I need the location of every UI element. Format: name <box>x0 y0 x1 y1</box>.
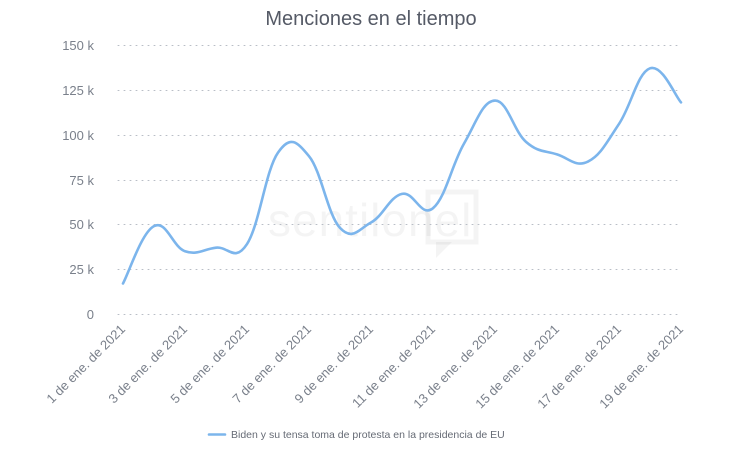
y-tick-label: 50 k <box>69 217 94 232</box>
data-point[interactable] <box>399 191 405 197</box>
y-axis: 0 25 k 50 k 75 k 100 k 125 k 150 k <box>62 38 94 322</box>
series-line[interactable] <box>121 66 683 285</box>
data-point[interactable] <box>678 99 684 105</box>
series-layer <box>120 65 684 287</box>
data-point[interactable] <box>523 139 529 145</box>
data-point[interactable] <box>554 151 560 157</box>
data-point[interactable] <box>275 150 281 156</box>
y-tick-label: 75 k <box>69 173 94 188</box>
data-point[interactable] <box>151 223 157 229</box>
grid-lines <box>117 45 683 315</box>
legend-series-label[interactable]: Biden y su tensa toma de protesta en la … <box>231 429 505 441</box>
chart-title: Menciones en el tiempo <box>265 8 476 30</box>
y-tick-label: 125 k <box>62 83 94 98</box>
data-point[interactable] <box>120 281 126 287</box>
watermark-tail <box>436 242 452 258</box>
y-tick-label: 25 k <box>69 262 94 277</box>
data-point[interactable] <box>461 141 467 147</box>
data-point[interactable] <box>430 205 436 211</box>
legend[interactable]: Biden y su tensa toma de protesta en la … <box>207 429 505 441</box>
data-point[interactable] <box>368 220 374 226</box>
data-point[interactable] <box>213 245 219 251</box>
data-point[interactable] <box>306 153 312 159</box>
data-point[interactable] <box>647 65 653 71</box>
y-tick-label: 150 k <box>62 38 94 53</box>
data-point[interactable] <box>182 248 188 254</box>
data-point[interactable] <box>616 121 622 127</box>
data-point[interactable] <box>585 159 591 165</box>
data-point[interactable] <box>244 241 250 247</box>
watermark-frame <box>425 189 479 245</box>
data-point[interactable] <box>492 98 498 104</box>
y-tick-label: 0 <box>87 307 94 322</box>
data-point[interactable] <box>337 225 343 231</box>
y-tick-label: 100 k <box>62 128 94 143</box>
